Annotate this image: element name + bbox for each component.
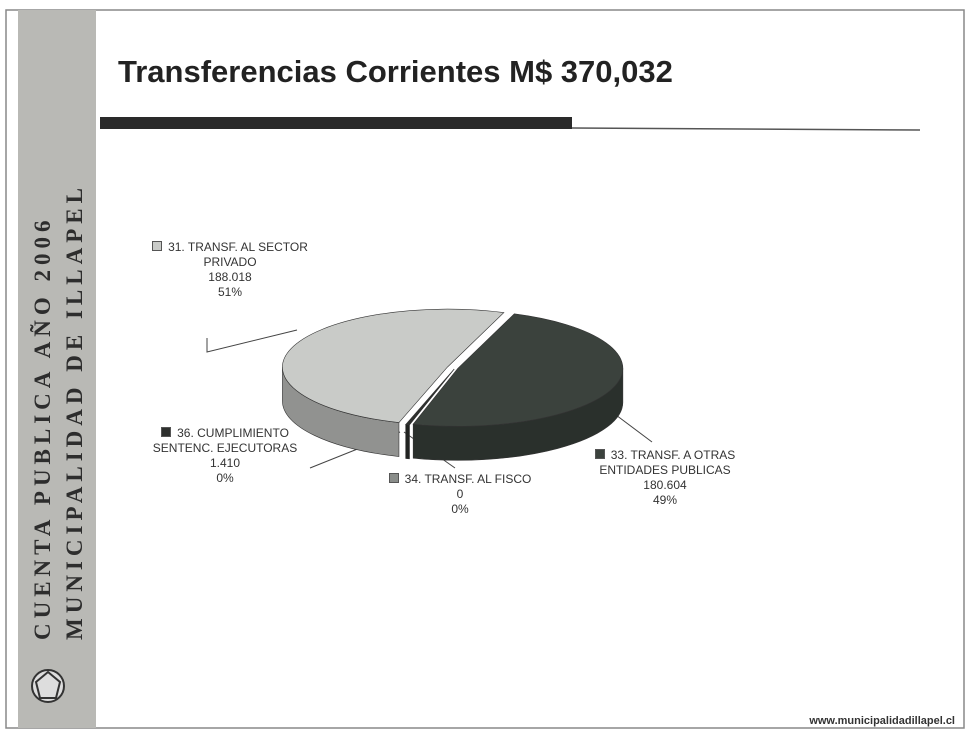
category-label: 33. TRANSF. A OTRAS ENTIDADES PUBLICAS xyxy=(599,448,736,477)
slice-top xyxy=(412,313,624,427)
title-bar xyxy=(100,117,572,129)
pie-slice xyxy=(282,308,505,457)
chart-title: Transferencias Corrientes M$ 370,032 xyxy=(118,54,673,89)
value-label: 188.018 xyxy=(208,270,252,284)
slice-side xyxy=(405,424,410,460)
pie xyxy=(282,308,624,461)
legend-swatch xyxy=(388,473,399,483)
value-label: 1.410 xyxy=(209,456,241,470)
category-label: 31. TRANSF. AL SECTOR PRIVADO xyxy=(168,240,308,269)
pie-slice xyxy=(412,313,624,461)
slice-top xyxy=(282,308,505,423)
slice-top xyxy=(405,368,455,426)
slice-label: 36. CUMPLIMIENTO SENTENC. EJECUTORAS 1.41… xyxy=(135,426,315,486)
slice-label: 33. TRANSF. A OTRAS ENTIDADES PUBLICAS 18… xyxy=(575,448,755,508)
legend-swatch xyxy=(152,241,163,251)
value-label: 0 xyxy=(456,487,464,501)
category-label: 34. TRANSF. AL FISCO xyxy=(404,472,532,486)
percent-label: 0% xyxy=(451,502,469,516)
sidebar-line1: CUENTA PUBLICA AÑO 2006 xyxy=(30,216,55,640)
category-label: 36. CUMPLIMIENTO SENTENC. EJECUTORAS xyxy=(152,426,298,455)
slice-label: 31. TRANSF. AL SECTOR PRIVADO 188.018 51% xyxy=(145,240,315,300)
sidebar xyxy=(18,10,96,728)
logo xyxy=(31,669,65,703)
percent-label: 49% xyxy=(652,493,678,507)
legend-swatch xyxy=(161,427,172,437)
value-label: 180.604 xyxy=(643,478,687,492)
footer-url: www.municipalidadillapel.cl xyxy=(808,715,955,727)
legend-swatch xyxy=(594,449,605,459)
title-rule xyxy=(571,127,921,131)
percent-label: 51% xyxy=(217,285,243,299)
percent-label: 0% xyxy=(216,471,234,485)
slice-label: 34. TRANSF. AL FISCO 0 0% xyxy=(385,472,535,517)
pie-slice xyxy=(405,368,455,460)
sidebar-line2: MUNICIPALIDAD DE ILLAPEL xyxy=(62,183,87,640)
